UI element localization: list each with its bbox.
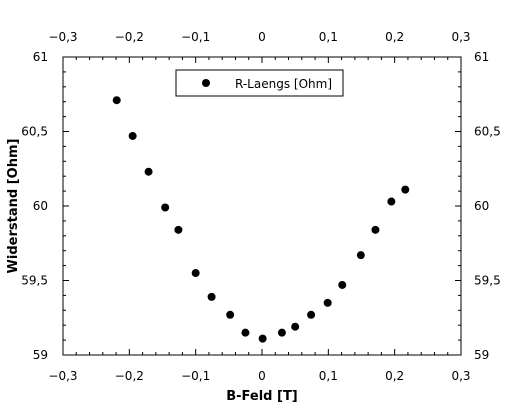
y-tick-label-right: 61	[474, 50, 489, 64]
x-tick-label-top: −0,3	[48, 30, 77, 44]
data-point	[226, 310, 235, 319]
x-tick-label-bottom: −0,3	[48, 369, 77, 383]
data-point	[174, 225, 183, 234]
data-point	[277, 328, 286, 337]
data-point	[144, 167, 153, 176]
x-tick-label-bottom: −0,1	[181, 369, 210, 383]
data-point	[241, 328, 250, 337]
x-tick-label-bottom: 0	[258, 369, 266, 383]
y-tick-label-left: 60	[33, 199, 48, 213]
y-tick-label-right: 60,5	[474, 125, 501, 139]
y-tick-label-right: 60	[474, 199, 489, 213]
data-point	[207, 292, 216, 301]
x-tick-label-top: −0,1	[181, 30, 210, 44]
plot-frame	[62, 56, 462, 356]
x-tick-label-bottom: 0,2	[385, 369, 404, 383]
legend: R-Laengs [Ohm]	[175, 69, 344, 97]
y-tick-label-left: 59	[33, 348, 48, 362]
x-tick-label-top: 0,2	[385, 30, 404, 44]
data-point	[128, 131, 137, 140]
y-tick-label-left: 60,5	[21, 125, 48, 139]
tick-marks	[62, 56, 462, 356]
x-axis-title: B-Feld [T]	[226, 389, 298, 404]
data-point	[387, 197, 396, 206]
x-tick-label-bottom: −0,2	[115, 369, 144, 383]
y-tick-label-right: 59	[474, 348, 489, 362]
x-tick-label-bottom: 0,1	[319, 369, 338, 383]
legend-marker	[202, 79, 210, 87]
data-point	[112, 96, 121, 105]
data-point	[401, 185, 410, 194]
legend-label: R-Laengs [Ohm]	[235, 77, 332, 91]
x-tick-label-bottom: 0,3	[451, 369, 470, 383]
data-point	[291, 322, 300, 331]
data-point	[356, 251, 365, 260]
y-axis-title: Widerstand [Ohm]	[6, 139, 21, 274]
data-point	[191, 269, 200, 278]
x-tick-label-top: 0,3	[451, 30, 470, 44]
y-tick-label-left: 61	[33, 50, 48, 64]
tick-labels: −0,3 −0,3 −0,2 −0,2 −0,1 −0,1 0 0 0,1 0,1 0,2 0,2 0,…	[21, 30, 500, 383]
x-tick-label-top: 0,1	[319, 30, 338, 44]
y-tick-label-right: 59,5	[474, 274, 501, 288]
data-point	[323, 298, 332, 307]
data-point	[338, 280, 347, 289]
data-point	[161, 203, 170, 212]
y-tick-label-left: 59,5	[21, 274, 48, 288]
data-point	[258, 334, 267, 343]
data-point	[371, 225, 380, 234]
x-tick-label-top: 0	[258, 30, 266, 44]
x-tick-label-top: −0,2	[115, 30, 144, 44]
data-point	[307, 310, 316, 319]
data-points	[112, 96, 410, 343]
